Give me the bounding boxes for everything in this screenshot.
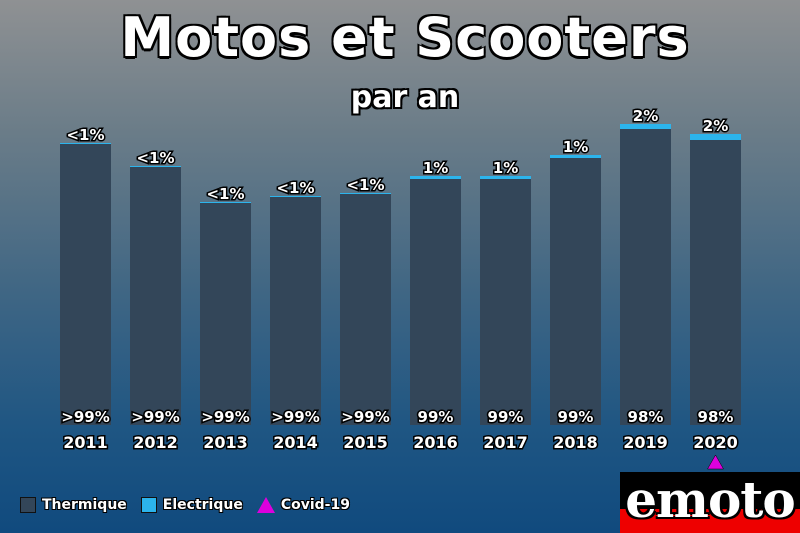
- bar-thermique-2011: [60, 144, 111, 425]
- chart-title: Motos et Scooters: [120, 6, 690, 69]
- data-label-electrique-2015: <1%: [346, 176, 384, 194]
- x-tick-label-2012: 2012: [133, 433, 178, 452]
- bar-thermique-2016: [410, 179, 461, 425]
- data-label-thermique-2015: >99%: [341, 408, 389, 426]
- data-label-thermique-2011: >99%: [61, 408, 109, 426]
- bar-thermique-2020: [690, 140, 741, 425]
- x-tick-label-2020: 2020: [693, 433, 738, 452]
- data-label-thermique-2019: 98%: [628, 408, 664, 426]
- data-label-electrique-2016: 1%: [423, 159, 448, 177]
- legend-item-covid: Covid-19: [256, 497, 350, 513]
- x-tick-label-2018: 2018: [553, 433, 598, 452]
- data-label-electrique-2011: <1%: [66, 126, 104, 144]
- data-label-thermique-2020: 98%: [698, 408, 734, 426]
- bar-electrique-2018: [550, 155, 601, 158]
- legend-item-thermique: Thermique: [20, 497, 127, 513]
- bar-thermique-2012: [130, 167, 181, 425]
- bar-electrique-2012: [130, 166, 181, 167]
- emoto-logo[interactable]: emoto: [620, 472, 800, 533]
- bar-thermique-2015: [340, 194, 391, 425]
- logo-text: emoto: [625, 472, 796, 529]
- triangle-icon: [256, 497, 275, 513]
- data-label-thermique-2013: >99%: [201, 408, 249, 426]
- data-label-thermique-2014: >99%: [271, 408, 319, 426]
- legend-label-covid: Covid-19: [280, 497, 350, 513]
- bar-thermique-2017: [480, 179, 531, 425]
- data-label-electrique-2018: 1%: [563, 138, 588, 156]
- data-label-thermique-2017: 99%: [488, 408, 524, 426]
- legend-label-thermique: Thermique: [42, 497, 127, 513]
- x-tick-label-2013: 2013: [203, 433, 248, 452]
- bar-electrique-2019: [620, 124, 671, 129]
- legend-label-electrique: Electrique: [162, 497, 243, 513]
- data-label-electrique-2017: 1%: [493, 159, 518, 177]
- x-tick-label-2016: 2016: [413, 433, 458, 452]
- x-tick-label-2011: 2011: [63, 433, 108, 452]
- data-label-electrique-2014: <1%: [276, 179, 314, 197]
- bar-electrique-2017: [480, 176, 531, 179]
- legend-item-electrique: Electrique: [140, 497, 243, 513]
- data-label-thermique-2018: 99%: [558, 408, 594, 426]
- bar-thermique-2018: [550, 158, 601, 425]
- x-tick-label-2014: 2014: [273, 433, 318, 452]
- covid-marker-2020: [707, 454, 724, 470]
- data-label-electrique-2019: 2%: [633, 107, 658, 125]
- logo-red-band: [620, 509, 800, 533]
- bar-thermique-2013: [200, 203, 251, 425]
- bar-electrique-2013: [200, 202, 251, 203]
- legend-swatch-thermique: [20, 497, 36, 513]
- legend: Thermique Electrique Covid-19: [20, 494, 364, 516]
- bar-thermique-2014: [270, 197, 321, 425]
- bar-electrique-2020: [690, 134, 741, 140]
- data-label-electrique-2020: 2%: [703, 117, 728, 135]
- x-tick-label-2015: 2015: [343, 433, 388, 452]
- x-tick-label-2017: 2017: [483, 433, 528, 452]
- bar-thermique-2019: [620, 129, 671, 425]
- data-label-thermique-2012: >99%: [131, 408, 179, 426]
- bar-electrique-2016: [410, 176, 461, 179]
- legend-swatch-electrique: [140, 497, 157, 513]
- bar-electrique-2015: [340, 193, 391, 194]
- data-label-thermique-2016: 99%: [418, 408, 454, 426]
- bar-electrique-2014: [270, 196, 321, 197]
- bar-electrique-2011: [60, 143, 111, 144]
- data-label-electrique-2013: <1%: [206, 185, 244, 203]
- chart-subtitle: par an: [350, 80, 460, 115]
- data-label-electrique-2012: <1%: [136, 149, 174, 167]
- x-tick-label-2019: 2019: [623, 433, 668, 452]
